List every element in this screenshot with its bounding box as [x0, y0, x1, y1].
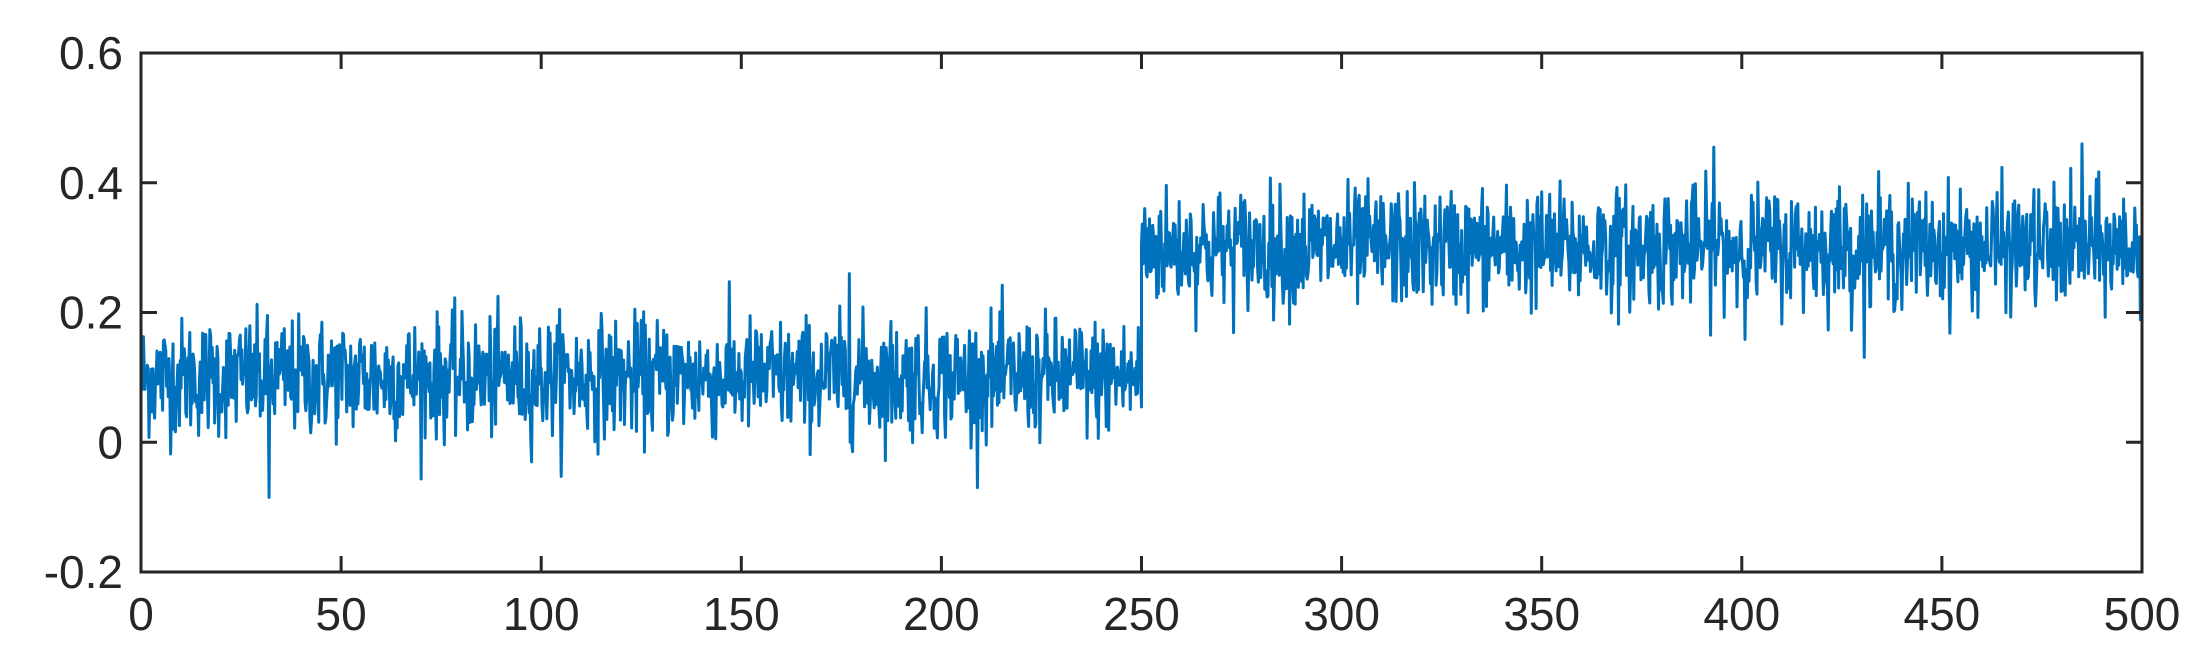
x-tick-label: 100: [503, 588, 580, 640]
x-axis: 0 50 100 150 200 250 300 350 400 450 500: [128, 53, 2180, 640]
y-tick-label: 0.6: [59, 27, 123, 79]
x-tick-label: 300: [1303, 588, 1380, 640]
y-tick-label: 0.4: [59, 157, 123, 209]
x-tick-label: 150: [703, 588, 780, 640]
plot-area: [139, 142, 2144, 499]
x-tick-label: 200: [903, 588, 980, 640]
x-tick-label: 450: [1904, 588, 1981, 640]
signal-series-line: [139, 142, 2144, 499]
x-tick-label: 350: [1503, 588, 1580, 640]
x-tick-label: 250: [1103, 588, 1180, 640]
x-tick-label: 400: [1703, 588, 1780, 640]
y-tick-label: 0.2: [59, 287, 123, 339]
x-tick-label: 500: [2104, 588, 2181, 640]
y-tick-label: 0: [97, 416, 123, 468]
x-tick-label: 50: [316, 588, 367, 640]
y-axis: -0.2 0 0.2 0.4 0.6: [44, 27, 2142, 598]
y-tick-label: -0.2: [44, 546, 123, 598]
x-tick-label: 0: [128, 588, 154, 640]
